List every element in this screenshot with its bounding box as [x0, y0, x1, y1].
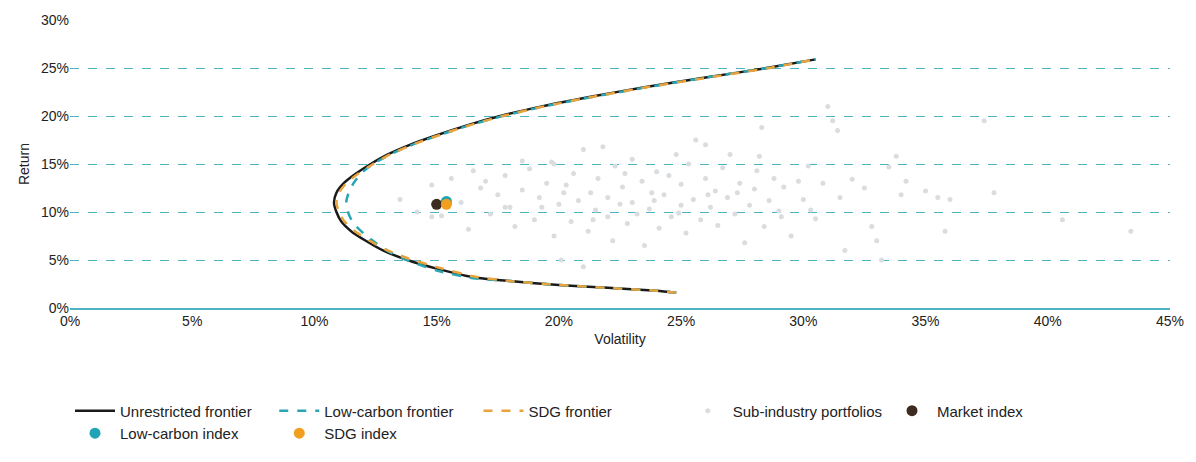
svg-text:10%: 10% [300, 313, 328, 329]
svg-text:5%: 5% [49, 252, 69, 268]
svg-text:35%: 35% [912, 313, 940, 329]
svg-text:45%: 45% [1156, 313, 1184, 329]
svg-text:5%: 5% [182, 313, 202, 329]
svg-text:30%: 30% [789, 313, 817, 329]
svg-text:SDG index: SDG index [324, 425, 397, 442]
svg-text:Market index: Market index [937, 403, 1023, 420]
svg-text:10%: 10% [41, 204, 69, 220]
svg-text:Sub-industry portfolios: Sub-industry portfolios [733, 403, 882, 420]
svg-text:0%: 0% [49, 300, 69, 316]
svg-text:15%: 15% [423, 313, 451, 329]
svg-text:Unrestricted frontier: Unrestricted frontier [120, 403, 252, 420]
svg-text:Volatility: Volatility [594, 331, 645, 347]
svg-text:30%: 30% [41, 12, 69, 28]
svg-text:Low-carbon frontier: Low-carbon frontier [324, 403, 453, 420]
svg-text:40%: 40% [1034, 313, 1062, 329]
svg-text:SDG frontier: SDG frontier [529, 403, 612, 420]
svg-text:25%: 25% [41, 60, 69, 76]
svg-text:15%: 15% [41, 156, 69, 172]
svg-text:25%: 25% [667, 313, 695, 329]
svg-text:0%: 0% [60, 313, 80, 329]
svg-text:Low-carbon index: Low-carbon index [120, 425, 239, 442]
svg-text:20%: 20% [545, 313, 573, 329]
svg-text:Return: Return [16, 143, 32, 185]
svg-text:20%: 20% [41, 108, 69, 124]
